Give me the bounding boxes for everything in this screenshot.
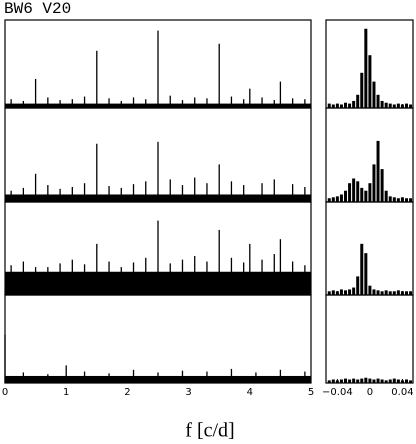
- x-tick-label: 0: [2, 387, 8, 398]
- x-tick-label: 2: [124, 387, 130, 398]
- panel-frame: [4, 294, 312, 384]
- chart-title: BW6 V20: [4, 0, 71, 18]
- panel-frame: [325, 294, 414, 384]
- x-tick-label: 0.04: [391, 387, 413, 398]
- x-axis-label: f [c/d]: [185, 420, 234, 442]
- x-tick-label: 5: [308, 387, 314, 398]
- panel-frame: [325, 201, 414, 296]
- x-tick-label: 0: [367, 387, 373, 398]
- x-tick-label: 3: [185, 387, 191, 398]
- x-tick-label: 1: [63, 387, 69, 398]
- x-tick-label: −0.04: [322, 387, 353, 398]
- x-tick-label: 4: [247, 387, 253, 398]
